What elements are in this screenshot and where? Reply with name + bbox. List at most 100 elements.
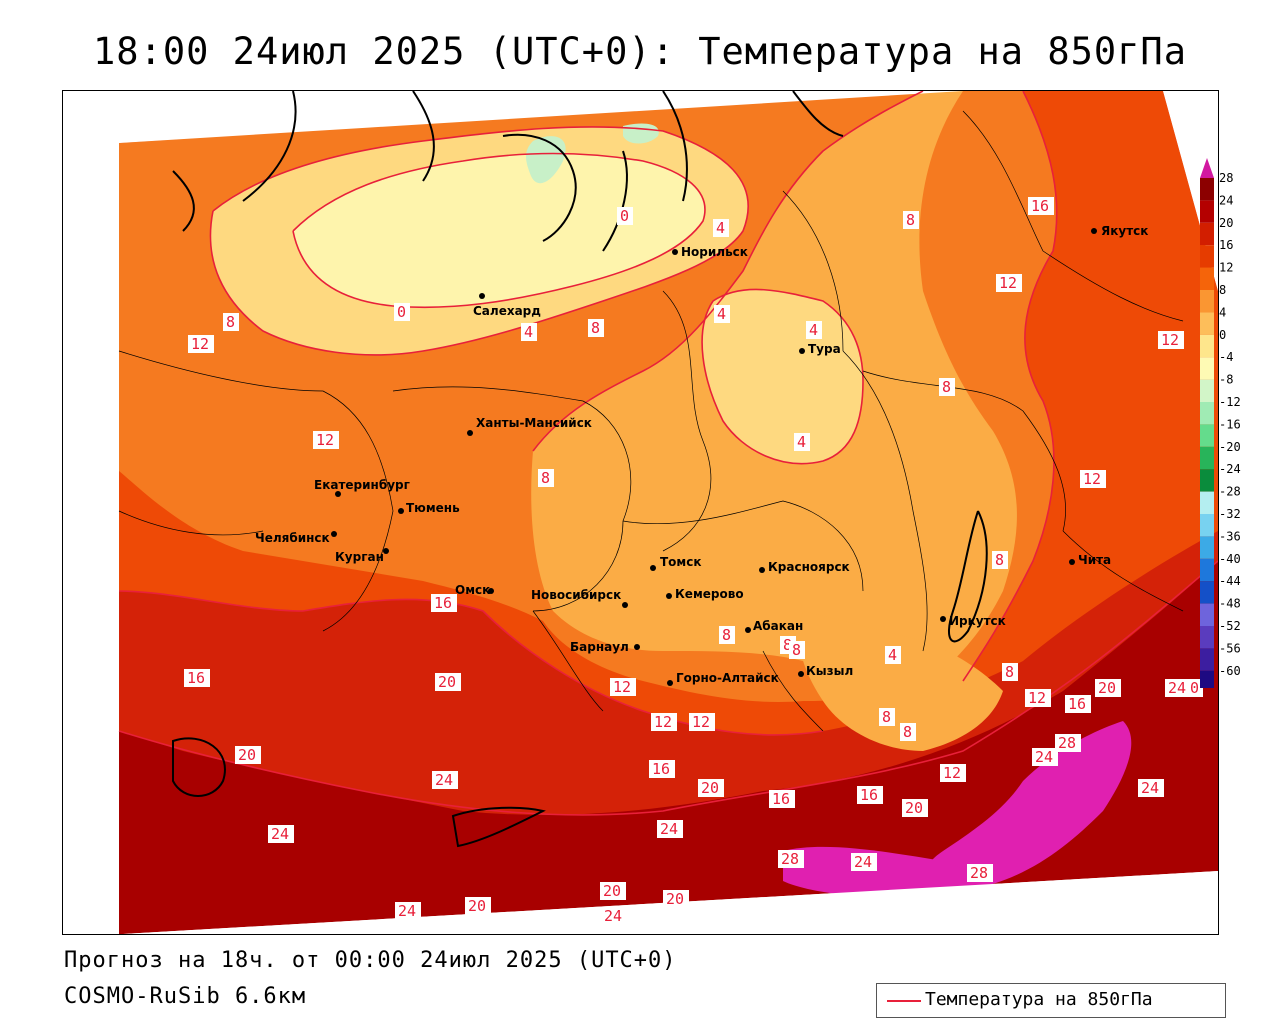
contour-label-box xyxy=(714,305,730,323)
contour-label-box xyxy=(184,669,210,687)
contour-label: 20 xyxy=(603,882,621,900)
colorbar-block xyxy=(1200,245,1214,268)
city-marker xyxy=(383,548,389,554)
city-label: Чита xyxy=(1078,553,1111,567)
contour-label-box xyxy=(435,673,461,691)
colorbar-block xyxy=(1200,267,1214,290)
contour-label: 4 xyxy=(717,305,726,323)
city-marker xyxy=(666,593,672,599)
temperature-colorbar: 28 24 20 16 12 8 4 0 -4 -8 -12 -16 -20 -24 -28 -32 -36 -4… xyxy=(1200,158,1241,688)
contour-label: 24 xyxy=(271,825,289,843)
contour-label-box xyxy=(851,853,877,871)
contour-label: 24 xyxy=(1035,748,1053,766)
city-label: Курган xyxy=(335,550,384,564)
contour-label: 16 xyxy=(187,669,205,687)
contour-label-box xyxy=(1095,679,1121,697)
city-label: Иркутск xyxy=(949,614,1006,628)
coastline xyxy=(172,91,988,848)
contour-label-box xyxy=(538,469,554,487)
contour-label: 8 xyxy=(903,723,912,741)
contour-label-box xyxy=(465,897,491,915)
contour-label: 12 xyxy=(1028,689,1046,707)
map-title: 18:00 24июл 2025 (UTC+0): Температура на… xyxy=(93,30,1187,73)
colorbar-tick-label: -4 xyxy=(1219,350,1233,364)
legend-line-swatch xyxy=(887,1000,921,1002)
city-label: Тура xyxy=(808,342,841,356)
city-label: Якутск xyxy=(1101,224,1148,238)
model-name: COSMO-RuSib 6.6км xyxy=(64,984,307,1009)
temp-region-28-south xyxy=(783,846,965,898)
contour-label: 28 xyxy=(1058,734,1076,752)
colorbar-tick-label: -36 xyxy=(1219,529,1241,543)
contour-label: 16 xyxy=(1031,197,1049,215)
colorbar-block xyxy=(1200,402,1214,425)
contour-label: 12 xyxy=(316,431,334,449)
contour-label-box xyxy=(689,713,715,731)
contour-label: 12 xyxy=(999,274,1017,292)
contour-label: 0 xyxy=(620,207,629,225)
contour-label-box xyxy=(588,319,604,337)
contour-label-box xyxy=(395,902,421,920)
contour-label-box xyxy=(1187,679,1203,697)
colorbar-block xyxy=(1200,424,1214,447)
city-label: Абакан xyxy=(753,619,803,633)
contour-label: 8 xyxy=(541,469,550,487)
city-marker xyxy=(672,249,678,255)
contour-label: 12 xyxy=(191,335,209,353)
contour-label-box xyxy=(235,746,261,764)
contour-label-box xyxy=(268,825,294,843)
colorbar-block xyxy=(1200,648,1214,671)
colorbar-labels: 28 24 20 16 12 8 4 0 -4 -8 -12 -16 -20 -24 -28 -32 -36 -4… xyxy=(1219,171,1241,678)
colorbar-block xyxy=(1200,536,1214,559)
contour-label-box xyxy=(601,907,627,925)
contour-label: 24 xyxy=(435,771,453,789)
contour-label: 4 xyxy=(716,219,725,237)
contour-label: 12 xyxy=(692,713,710,731)
contour-label: 8 xyxy=(942,378,951,396)
contour-label: 16 xyxy=(772,790,790,808)
forecast-info: Прогноз на 18ч. от 00:00 24июл 2025 (UTC… xyxy=(64,948,677,973)
contour-label: 28 xyxy=(970,864,988,882)
colorbar-tick-label: -12 xyxy=(1219,395,1241,409)
contour-label-box xyxy=(900,723,916,741)
contour-label: 20 xyxy=(1098,679,1116,697)
contour-label-box xyxy=(600,882,626,900)
city-marker xyxy=(650,565,656,571)
contour-label: 16 xyxy=(1068,695,1086,713)
contour-label-box xyxy=(996,274,1022,292)
contour-label-box xyxy=(394,303,410,321)
colorbar-tick-label: -28 xyxy=(1219,485,1241,499)
city-marker xyxy=(1091,228,1097,234)
contour-label: 8 xyxy=(792,641,801,659)
contour-label-box xyxy=(1080,470,1106,488)
city-label: Челябинск xyxy=(255,531,330,545)
legend-label: Температура на 850гПа xyxy=(925,989,1153,1010)
contour-label: 12 xyxy=(613,678,631,696)
colorbar-top-arrow xyxy=(1200,158,1214,178)
legend: Температура на 850гПа xyxy=(876,983,1226,1018)
contour-label: 24 xyxy=(660,820,678,838)
temperature-map: Якутск Норильск Салехард Тура Ханты-Манс… xyxy=(62,90,1219,935)
colorbar-tick-label: 4 xyxy=(1219,305,1226,319)
contour-label: 8 xyxy=(882,708,891,726)
city-marker xyxy=(940,616,946,622)
contour-label-box xyxy=(1028,197,1054,215)
city-marker xyxy=(398,508,404,514)
contour-label: 28 xyxy=(781,850,799,868)
colorbar-block xyxy=(1200,357,1214,380)
contour-label: 12 xyxy=(943,764,961,782)
contour-label-box xyxy=(313,431,339,449)
colorbar-block xyxy=(1200,446,1214,470)
contour-label: 20 xyxy=(438,673,456,691)
contour-label-box xyxy=(879,708,895,726)
colorbar-tick-label: 0 xyxy=(1219,328,1226,342)
contour-label: 8 xyxy=(226,313,235,331)
contour-label-box xyxy=(431,594,457,612)
temp-region-8-south xyxy=(799,611,1003,751)
colorbar-block xyxy=(1200,603,1214,626)
contour-label: 12 xyxy=(1083,470,1101,488)
city-label: Норильск xyxy=(681,245,748,259)
colorbar-tick-label: -40 xyxy=(1219,552,1241,566)
contour-label-box xyxy=(657,820,683,838)
colorbar-block xyxy=(1200,178,1214,201)
